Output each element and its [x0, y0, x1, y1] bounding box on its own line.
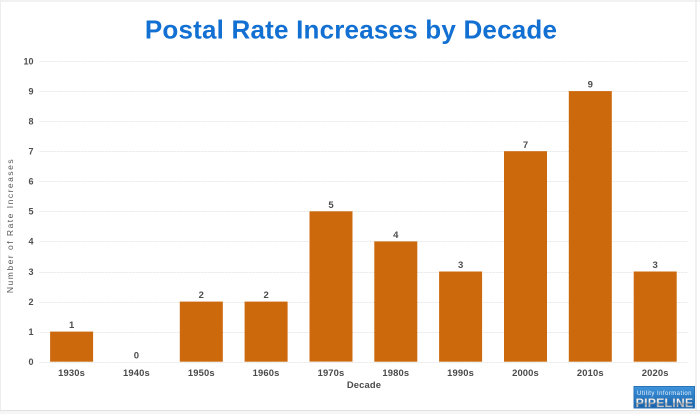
svg-text:2000s: 2000s	[512, 367, 539, 378]
svg-text:Utility Information: Utility Information	[637, 391, 692, 397]
svg-text:1960s: 1960s	[253, 367, 280, 378]
svg-text:6: 6	[28, 177, 33, 187]
svg-text:7: 7	[28, 147, 33, 157]
svg-text:Postal Rate Increases by Decad: Postal Rate Increases by Decade	[145, 15, 557, 45]
svg-text:8: 8	[28, 116, 33, 126]
svg-text:Number of Rate Increases: Number of Rate Increases	[5, 158, 15, 293]
svg-text:9: 9	[28, 86, 33, 96]
svg-text:4: 4	[28, 237, 33, 247]
svg-text:5: 5	[28, 207, 33, 217]
svg-text:1970s: 1970s	[318, 367, 345, 378]
svg-text:0: 0	[28, 357, 33, 367]
svg-text:1930s: 1930s	[58, 367, 85, 378]
svg-text:2: 2	[263, 290, 268, 301]
svg-text:PIPELINE: PIPELINE	[636, 396, 694, 410]
svg-text:0: 0	[134, 350, 139, 361]
svg-text:2: 2	[199, 290, 204, 301]
svg-text:1: 1	[28, 327, 33, 337]
svg-text:1980s: 1980s	[382, 367, 409, 378]
svg-text:5: 5	[328, 200, 334, 211]
svg-text:2020s: 2020s	[642, 367, 669, 378]
svg-text:10: 10	[23, 56, 33, 66]
svg-text:1: 1	[69, 320, 75, 331]
svg-text:2: 2	[28, 297, 33, 307]
svg-text:Decade: Decade	[347, 379, 381, 390]
svg-text:7: 7	[523, 140, 528, 151]
svg-text:1950s: 1950s	[188, 367, 215, 378]
svg-text:3: 3	[28, 267, 33, 277]
svg-text:3: 3	[458, 260, 463, 271]
svg-text:1940s: 1940s	[123, 367, 150, 378]
svg-text:9: 9	[588, 80, 593, 91]
svg-text:2010s: 2010s	[577, 367, 604, 378]
svg-text:3: 3	[653, 260, 658, 271]
svg-text:1990s: 1990s	[447, 367, 474, 378]
svg-text:4: 4	[393, 230, 399, 241]
